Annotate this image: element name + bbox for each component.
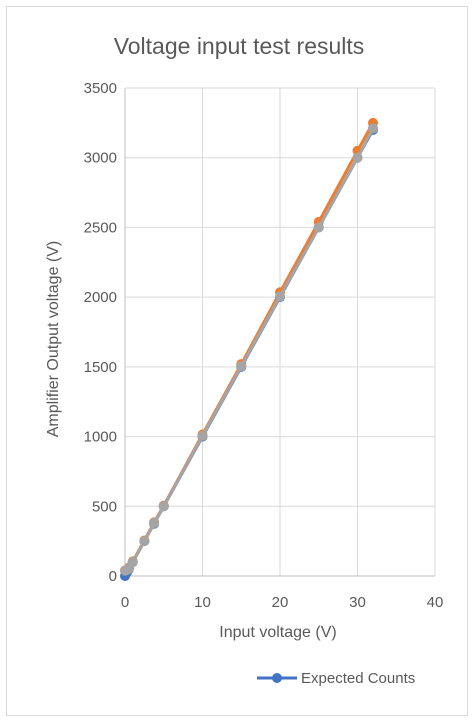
x-tick-label: 0 [121,594,129,611]
axes [124,88,435,577]
x-tick-label: 30 [349,594,366,611]
series-3-point [139,536,150,547]
series-3-point [275,291,285,302]
y-tick-label: 0 [109,568,117,585]
series-3-point [236,361,247,372]
series-3 [120,123,378,576]
x-tick-labels: 0 10 20 30 40 [121,594,444,611]
legend-marker-expected-counts [272,673,282,683]
x-tick-label: 20 [272,594,289,611]
x-tick-label: 10 [194,594,211,611]
series-3-point [158,501,169,512]
plot-series [120,117,378,581]
y-tick-label: 3000 [84,150,117,167]
series-3-point [313,222,324,233]
y-tick-label: 2000 [84,289,117,306]
gridlines [125,87,436,576]
series-3-point [149,518,160,529]
series-3-point [127,557,138,568]
y-tick-label: 1500 [84,359,117,376]
y-tick-label: 2500 [84,219,117,236]
legend: Expected Counts [257,670,415,687]
y-tick-label: 3500 [84,80,117,97]
y-tick-label: 500 [92,498,117,515]
series-3-point [352,152,363,163]
y-tick-label: 1000 [84,429,117,446]
chart-title: Voltage input test results [114,33,365,59]
x-axis-title: Input voltage (V) [219,624,336,641]
series-2 [120,117,378,576]
y-axis-title: Amplifier Output voltage (V) [45,241,62,438]
series-3-point [197,430,208,441]
chart-svg: Voltage input test results 0 500 1000 1500 2… [45,33,444,687]
x-tick-label: 40 [427,594,444,611]
legend-label-expected-counts: Expected Counts [301,670,415,687]
chart-area: Voltage input test results 0 500 1000 1500 2… [6,6,468,716]
y-tick-labels: 0 500 1000 1500 2000 2500 3000 3500 [84,80,117,585]
series-3-point [368,123,378,134]
